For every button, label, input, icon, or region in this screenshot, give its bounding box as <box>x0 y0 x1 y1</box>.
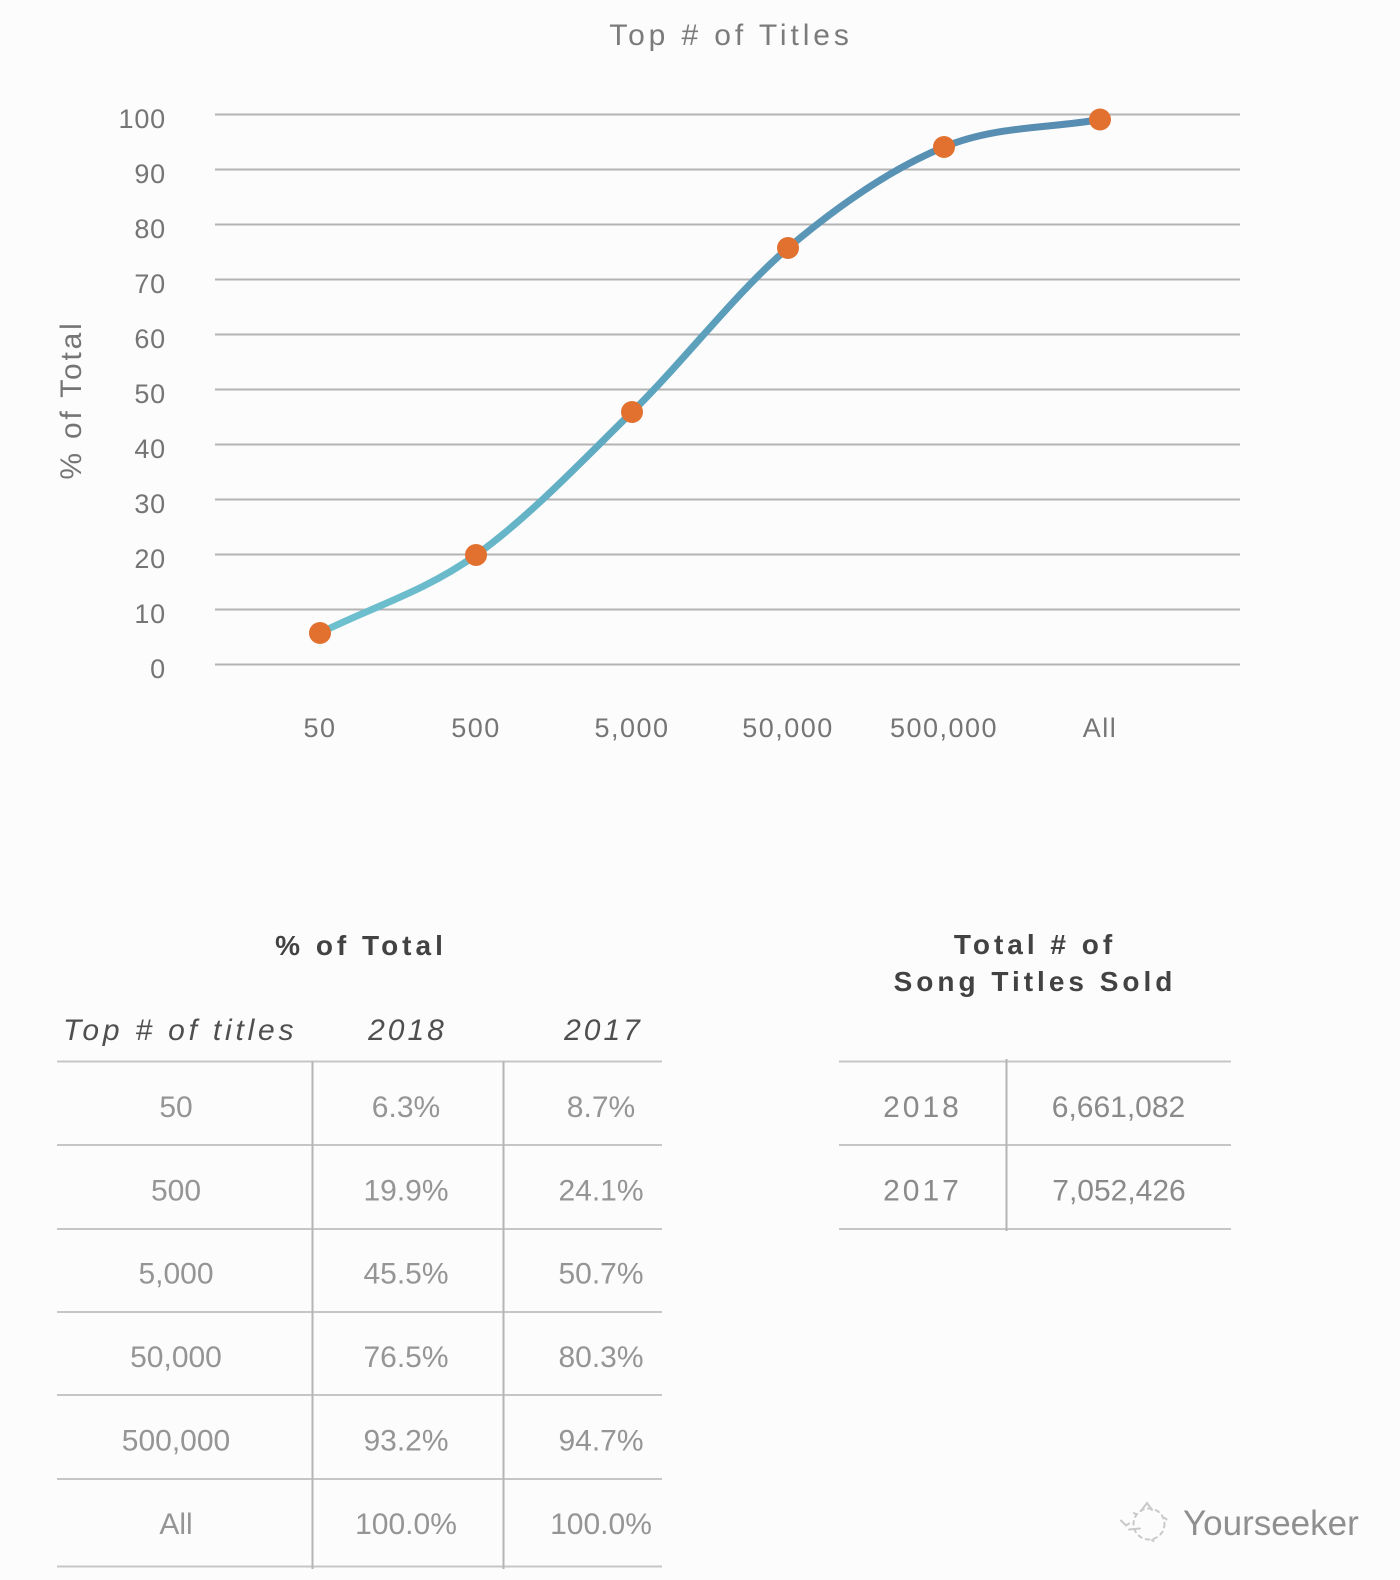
svg-text:Top # of Titles: Top # of Titles <box>609 19 853 52</box>
svg-text:5,000: 5,000 <box>594 713 669 743</box>
svg-text:2018: 2018 <box>367 1014 447 1047</box>
svg-text:2017: 2017 <box>563 1014 643 1047</box>
svg-text:19.9%: 19.9% <box>363 1175 448 1208</box>
svg-text:% of Total: % of Total <box>275 930 447 961</box>
svg-text:All: All <box>1083 713 1118 743</box>
svg-text:All: All <box>159 1508 192 1541</box>
svg-text:50.7%: 50.7% <box>558 1258 643 1291</box>
svg-text:5,000: 5,000 <box>138 1258 213 1291</box>
svg-text:% of Total: % of Total <box>55 320 88 479</box>
svg-text:2017: 2017 <box>883 1175 962 1208</box>
svg-text:45.5%: 45.5% <box>363 1258 448 1291</box>
svg-text:6.3%: 6.3% <box>372 1091 440 1124</box>
svg-text:76.5%: 76.5% <box>363 1341 448 1374</box>
svg-text:100.0%: 100.0% <box>550 1508 652 1541</box>
svg-text:50: 50 <box>159 1091 192 1124</box>
svg-text:10: 10 <box>134 599 166 629</box>
svg-text:50: 50 <box>134 379 166 409</box>
svg-text:24.1%: 24.1% <box>558 1175 643 1208</box>
svg-text:500: 500 <box>451 713 501 743</box>
svg-text:8.7%: 8.7% <box>567 1091 635 1124</box>
svg-text:2018: 2018 <box>883 1091 962 1124</box>
svg-text:100: 100 <box>119 104 166 134</box>
svg-text:7,052,426: 7,052,426 <box>1052 1175 1185 1208</box>
svg-text:80.3%: 80.3% <box>558 1341 643 1374</box>
svg-text:50: 50 <box>303 713 336 743</box>
svg-text:50,000: 50,000 <box>130 1341 222 1374</box>
svg-text:500,000: 500,000 <box>890 713 998 743</box>
svg-text:Total # of: Total # of <box>954 929 1116 960</box>
svg-text:20: 20 <box>134 544 166 574</box>
svg-text:6,661,082: 6,661,082 <box>1052 1091 1185 1124</box>
svg-text:94.7%: 94.7% <box>558 1425 643 1458</box>
svg-text:0: 0 <box>150 654 166 684</box>
svg-text:50,000: 50,000 <box>742 713 834 743</box>
svg-text:Yourseeker: Yourseeker <box>1183 1504 1359 1543</box>
svg-text:500: 500 <box>151 1175 201 1208</box>
svg-text:80: 80 <box>134 214 166 244</box>
svg-text:Top # of titles: Top # of titles <box>63 1014 297 1047</box>
svg-text:70: 70 <box>134 269 166 299</box>
svg-text:500,000: 500,000 <box>122 1425 230 1458</box>
svg-text:60: 60 <box>134 324 166 354</box>
svg-text:30: 30 <box>134 489 166 519</box>
svg-text:93.2%: 93.2% <box>363 1425 448 1458</box>
svg-text:Song Titles Sold: Song Titles Sold <box>894 966 1177 997</box>
svg-text:100.0%: 100.0% <box>355 1508 457 1541</box>
svg-text:40: 40 <box>134 434 166 464</box>
svg-text:90: 90 <box>134 159 166 189</box>
